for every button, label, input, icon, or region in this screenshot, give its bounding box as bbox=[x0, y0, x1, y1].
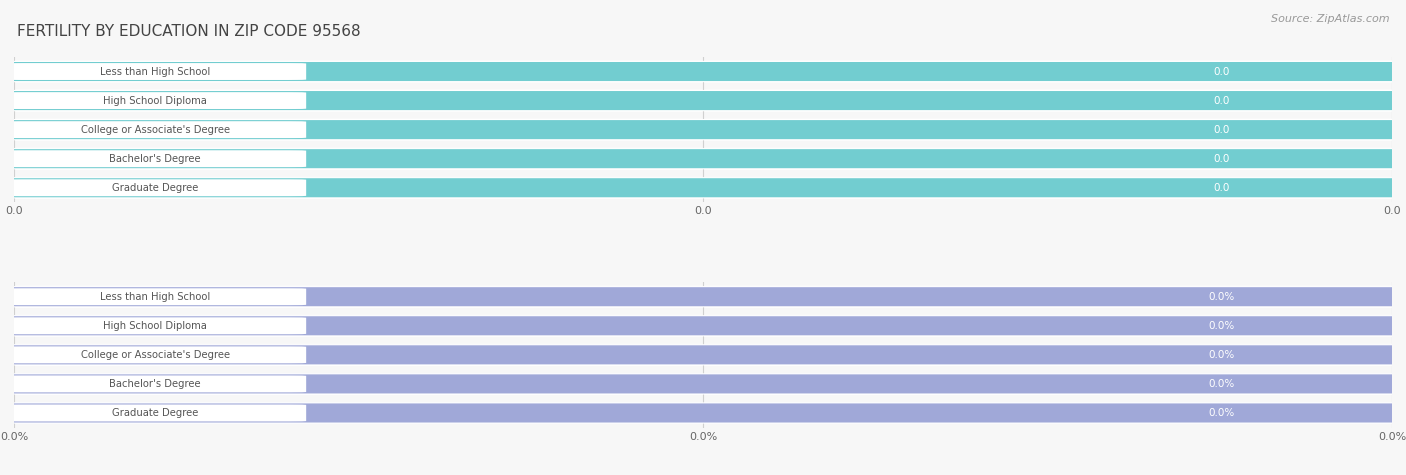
FancyBboxPatch shape bbox=[7, 286, 1399, 307]
Text: 0.0%: 0.0% bbox=[1209, 408, 1234, 418]
Text: Bachelor's Degree: Bachelor's Degree bbox=[110, 154, 201, 164]
Text: 0.0%: 0.0% bbox=[1209, 321, 1234, 331]
FancyBboxPatch shape bbox=[7, 119, 1399, 140]
FancyBboxPatch shape bbox=[4, 405, 307, 421]
FancyBboxPatch shape bbox=[3, 316, 1403, 336]
Text: 0.0: 0.0 bbox=[1213, 183, 1230, 193]
FancyBboxPatch shape bbox=[4, 346, 307, 363]
Text: 0.0%: 0.0% bbox=[1209, 379, 1234, 389]
FancyBboxPatch shape bbox=[3, 149, 1403, 169]
Text: FERTILITY BY EDUCATION IN ZIP CODE 95568: FERTILITY BY EDUCATION IN ZIP CODE 95568 bbox=[17, 24, 360, 39]
FancyBboxPatch shape bbox=[3, 61, 1403, 82]
Text: 0.0: 0.0 bbox=[1213, 66, 1230, 76]
FancyBboxPatch shape bbox=[3, 345, 1403, 365]
Text: Bachelor's Degree: Bachelor's Degree bbox=[110, 379, 201, 389]
FancyBboxPatch shape bbox=[4, 288, 307, 305]
Text: High School Diploma: High School Diploma bbox=[104, 321, 207, 331]
Text: 0.0: 0.0 bbox=[1213, 124, 1230, 134]
FancyBboxPatch shape bbox=[3, 374, 1403, 394]
FancyBboxPatch shape bbox=[3, 178, 1403, 198]
Text: High School Diploma: High School Diploma bbox=[104, 95, 207, 105]
FancyBboxPatch shape bbox=[7, 90, 1399, 111]
Text: College or Associate's Degree: College or Associate's Degree bbox=[80, 124, 229, 134]
Text: 0.0%: 0.0% bbox=[1209, 350, 1234, 360]
FancyBboxPatch shape bbox=[4, 375, 307, 392]
Text: Less than High School: Less than High School bbox=[100, 292, 211, 302]
Text: 0.0: 0.0 bbox=[1213, 95, 1230, 105]
FancyBboxPatch shape bbox=[7, 148, 1399, 169]
Text: Source: ZipAtlas.com: Source: ZipAtlas.com bbox=[1271, 14, 1389, 24]
FancyBboxPatch shape bbox=[7, 61, 1399, 82]
Text: 0.0: 0.0 bbox=[1213, 154, 1230, 164]
FancyBboxPatch shape bbox=[3, 120, 1403, 140]
Text: Less than High School: Less than High School bbox=[100, 66, 211, 76]
FancyBboxPatch shape bbox=[3, 286, 1403, 307]
FancyBboxPatch shape bbox=[7, 374, 1399, 394]
FancyBboxPatch shape bbox=[4, 150, 307, 167]
FancyBboxPatch shape bbox=[7, 403, 1399, 423]
FancyBboxPatch shape bbox=[4, 92, 307, 109]
Text: 0.0%: 0.0% bbox=[1209, 292, 1234, 302]
Text: Graduate Degree: Graduate Degree bbox=[112, 408, 198, 418]
FancyBboxPatch shape bbox=[7, 315, 1399, 336]
FancyBboxPatch shape bbox=[4, 180, 307, 196]
FancyBboxPatch shape bbox=[3, 90, 1403, 111]
FancyBboxPatch shape bbox=[7, 178, 1399, 198]
FancyBboxPatch shape bbox=[4, 317, 307, 334]
FancyBboxPatch shape bbox=[7, 344, 1399, 365]
FancyBboxPatch shape bbox=[4, 63, 307, 80]
Text: College or Associate's Degree: College or Associate's Degree bbox=[80, 350, 229, 360]
Text: Graduate Degree: Graduate Degree bbox=[112, 183, 198, 193]
FancyBboxPatch shape bbox=[4, 121, 307, 138]
FancyBboxPatch shape bbox=[3, 403, 1403, 423]
